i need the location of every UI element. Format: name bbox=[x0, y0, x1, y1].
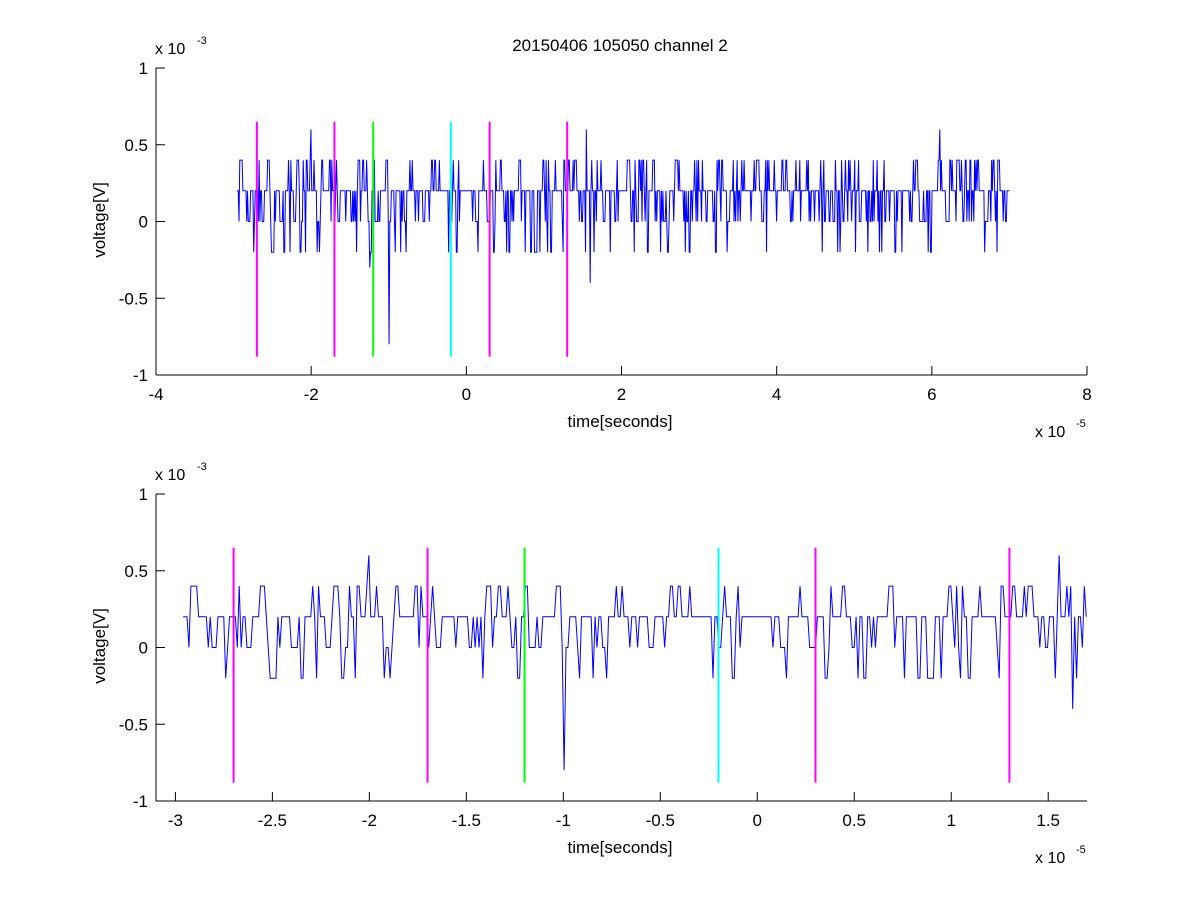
x-tick-label: -1 bbox=[556, 811, 571, 830]
y-multiplier-bottom-exp: -3 bbox=[197, 461, 207, 473]
y-axis-label-bottom: voltage[V] bbox=[90, 608, 109, 684]
x-tick-label: 6 bbox=[927, 385, 936, 404]
x-axis-label-top: time[seconds] bbox=[568, 412, 673, 431]
y-tick-label: 0.5 bbox=[124, 562, 148, 581]
x-tick-label: -0.5 bbox=[646, 811, 675, 830]
x-tick-label: 1 bbox=[946, 811, 955, 830]
x-tick-label: -4 bbox=[148, 385, 163, 404]
x-tick-label: 1.5 bbox=[1036, 811, 1060, 830]
x-multiplier-bottom-exp: -5 bbox=[1076, 844, 1086, 856]
x-axis-label-bottom: time[seconds] bbox=[568, 838, 673, 857]
y-tick-label: 1 bbox=[139, 485, 148, 504]
y-multiplier-bottom-base: x 10 bbox=[155, 467, 185, 484]
y-multiplier-top-base: x 10 bbox=[155, 41, 185, 58]
y-axis-label-top: voltage[V] bbox=[90, 182, 109, 258]
x-multiplier-top: x 10 -5 bbox=[1035, 418, 1086, 441]
subplot-bottom: voltage[V] time[seconds] x 10 -3 x 10 -5… bbox=[90, 461, 1087, 867]
y-multiplier-bottom: x 10 -3 bbox=[155, 461, 207, 484]
x-multiplier-top-base: x 10 bbox=[1035, 424, 1065, 441]
x-multiplier-bottom: x 10 -5 bbox=[1035, 844, 1086, 867]
x-tick-label: 0 bbox=[753, 811, 762, 830]
y-tick-label: -1 bbox=[133, 366, 148, 385]
y-multiplier-top-exp: -3 bbox=[197, 35, 207, 47]
x-tick-label: -2 bbox=[304, 385, 319, 404]
x-tick-label: 0.5 bbox=[842, 811, 866, 830]
x-multiplier-bottom-base: x 10 bbox=[1035, 850, 1065, 867]
y-tick-label: 1 bbox=[139, 59, 148, 78]
x-tick-label: -2 bbox=[362, 811, 377, 830]
voltage-trace bbox=[183, 555, 1087, 771]
y-tick-label: -0.5 bbox=[119, 289, 148, 308]
y-tick-label: 0.5 bbox=[124, 136, 148, 155]
voltage-trace bbox=[236, 129, 1010, 345]
x-tick-label: 4 bbox=[772, 385, 781, 404]
y-tick-label: -0.5 bbox=[119, 715, 148, 734]
x-tick-label: 8 bbox=[1082, 385, 1091, 404]
x-tick-label: -1.5 bbox=[452, 811, 481, 830]
x-tick-label: 0 bbox=[462, 385, 471, 404]
y-tick-label: 0 bbox=[139, 639, 148, 658]
y-tick-label: -1 bbox=[133, 792, 148, 811]
figure-title: 20150406 105050 channel 2 bbox=[512, 36, 728, 55]
y-tick-label: 0 bbox=[139, 213, 148, 232]
y-multiplier-top: x 10 -3 bbox=[155, 35, 207, 58]
x-tick-label: -3 bbox=[168, 811, 183, 830]
x-tick-label: -2.5 bbox=[258, 811, 287, 830]
x-multiplier-top-exp: -5 bbox=[1076, 418, 1086, 430]
subplot-top: voltage[V] time[seconds] x 10 -3 x 10 -5… bbox=[90, 35, 1092, 441]
x-tick-label: 2 bbox=[617, 385, 626, 404]
